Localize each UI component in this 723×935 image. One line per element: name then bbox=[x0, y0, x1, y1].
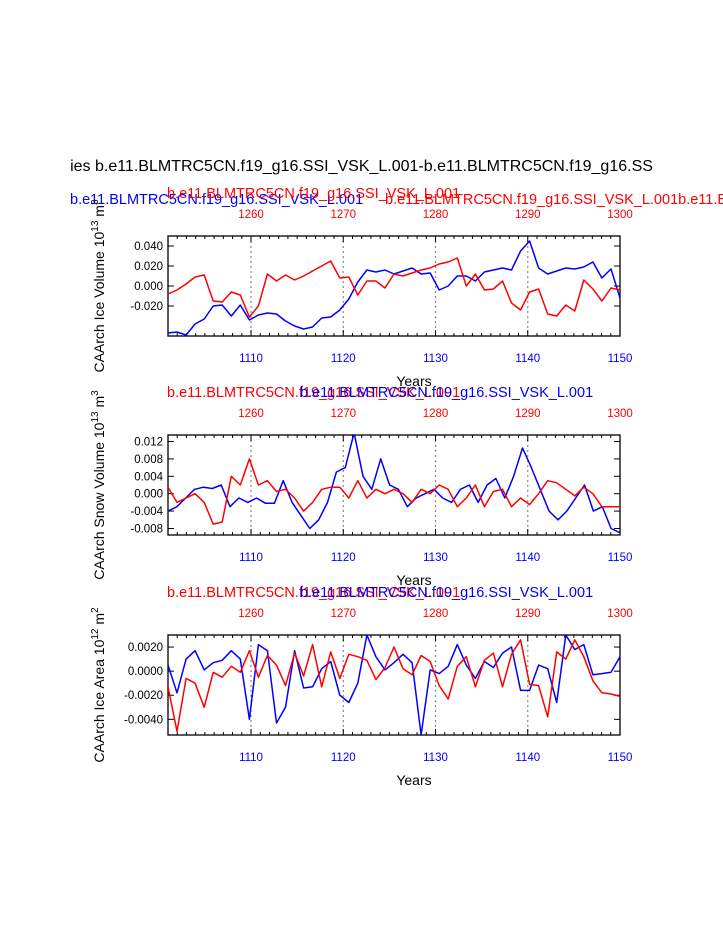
series-line-blue bbox=[168, 240, 620, 336]
x-tick-label-bottom: 1110 bbox=[239, 752, 263, 764]
x-tick-label-bottom: 1130 bbox=[423, 353, 448, 365]
x-tick-label-bottom: 1130 bbox=[423, 552, 448, 564]
y-tick-label: -0.0020 bbox=[124, 690, 163, 702]
x-tick-label-bottom: 1140 bbox=[515, 552, 540, 564]
y-tick-label: 0.000 bbox=[134, 281, 163, 293]
x-tick-label-top: 1270 bbox=[330, 209, 356, 221]
y-tick-label: 0.008 bbox=[134, 454, 163, 466]
x-tick-label-top: 1280 bbox=[423, 408, 449, 420]
y-tick-label: -0.004 bbox=[130, 506, 163, 518]
y-tick-label: 0.012 bbox=[134, 437, 163, 449]
x-tick-label-top: 1260 bbox=[238, 608, 264, 620]
header-red-extra-title: b.e11.BLMTRC5CN.f19_g16.SSI_VSK_L.001b.e… bbox=[385, 192, 723, 208]
x-tick-label-top: 1260 bbox=[238, 209, 264, 221]
y-tick-label: 0.040 bbox=[134, 241, 163, 253]
x-axis-label: Years bbox=[396, 572, 431, 588]
y-tick-label: -0.0040 bbox=[124, 714, 163, 726]
x-tick-label-bottom: 1130 bbox=[423, 752, 448, 764]
x-tick-label-bottom: 1150 bbox=[608, 552, 633, 564]
x-tick-label-bottom: 1120 bbox=[331, 353, 356, 365]
x-tick-label-bottom: 1110 bbox=[239, 353, 263, 365]
x-tick-label-top: 1260 bbox=[238, 408, 264, 420]
chart-panel-1: 0.040 0.020 0.000 -0.020 1110 1120 1130 1140 115… bbox=[90, 199, 633, 401]
x-tick-label-top: 1270 bbox=[330, 408, 356, 420]
plot-frame bbox=[167, 634, 621, 736]
x-tick-label-top: 1290 bbox=[515, 209, 541, 221]
chart-panel-3: 0.0020 0.0000 -0.0020 -0.0040 1110 1120 1130 11… bbox=[90, 607, 633, 788]
y-tick-label: 0.004 bbox=[134, 471, 163, 483]
y-axis-label: CAArch Ice Volume 1013 m3 bbox=[90, 199, 107, 373]
x-tick-label-bottom: 1150 bbox=[608, 353, 633, 365]
series-line-red bbox=[168, 257, 620, 318]
series-line-blue bbox=[168, 435, 620, 534]
panel-title-blue: b.e11.BLMTRC5CN.f19_g16.SSI_VSK_L.001 bbox=[300, 585, 593, 601]
x-tick-label-top: 1290 bbox=[515, 608, 541, 620]
plot-frame bbox=[167, 434, 621, 536]
x-tick-label-top: 1270 bbox=[330, 608, 356, 620]
x-tick-label-bottom: 1120 bbox=[331, 752, 356, 764]
x-tick-label-bottom: 1140 bbox=[515, 752, 540, 764]
y-axis-label: CAArch Snow Volume 1013 m3 bbox=[90, 390, 107, 580]
x-tick-label-top: 1280 bbox=[423, 209, 449, 221]
x-tick-label-bottom: 1110 bbox=[239, 552, 263, 564]
x-tick-label-top: 1280 bbox=[423, 608, 449, 620]
y-tick-label: 0.020 bbox=[134, 261, 163, 273]
x-tick-label-top: 1300 bbox=[607, 408, 633, 420]
chart-panel-2: 0.012 0.008 0.004 0.000 -0.004 -0.008 1110 1120… bbox=[90, 390, 633, 601]
x-tick-label-bottom: 1140 bbox=[515, 353, 540, 365]
x-tick-label-top: 1290 bbox=[515, 408, 541, 420]
y-tick-label: -0.008 bbox=[130, 523, 163, 535]
panel-title-red: b.e11.BLMTRC5CN.f19_g16.SSI_VSK_L.001 bbox=[167, 385, 460, 401]
y-axis-label: CAArch Ice Area 1012 m2 bbox=[90, 607, 107, 763]
y-tick-label: -0.020 bbox=[130, 301, 163, 313]
figure-main-title: ies b.e11.BLMTRC5CN.f19_g16.SSI_VSK_L.00… bbox=[70, 158, 653, 175]
x-tick-label-bottom: 1120 bbox=[331, 552, 356, 564]
panel-title-red: b.e11.BLMTRC5CN.f19_g16.SSI_VSK_L.001 bbox=[167, 585, 460, 601]
y-tick-label: 0.000 bbox=[134, 489, 163, 501]
header-blue-title: b.e11.BLMTRC5CN.f19_g16.SSI_VSK_L.001 bbox=[70, 192, 363, 208]
x-tick-label-bottom: 1150 bbox=[608, 752, 633, 764]
x-axis-label: Years bbox=[396, 772, 431, 788]
plot-frame bbox=[167, 235, 621, 337]
x-tick-label-top: 1300 bbox=[607, 608, 633, 620]
series-line-red bbox=[168, 458, 620, 525]
series-line-red bbox=[168, 639, 620, 733]
y-tick-label: 0.0020 bbox=[128, 642, 163, 654]
x-axis-label: Years bbox=[396, 373, 431, 389]
header-red-title: b.e11.BLMTRC5CN.f19_g16.SSI_VSK_L.001 bbox=[167, 186, 460, 202]
series-line-blue bbox=[168, 635, 620, 735]
panel-title-blue: b.e11.BLMTRC5CN.f19_g16.SSI_VSK_L.001 bbox=[300, 385, 593, 401]
y-tick-label: 0.0000 bbox=[128, 666, 163, 678]
x-tick-label-top: 1300 bbox=[607, 209, 633, 221]
